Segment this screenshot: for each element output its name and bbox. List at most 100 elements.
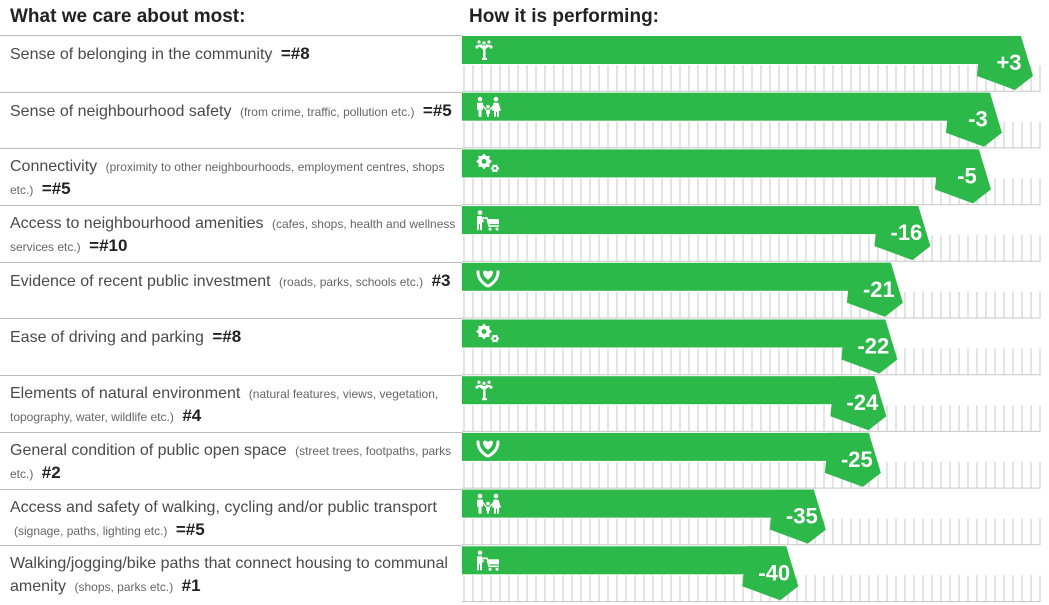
priority-rank: =#5 (175, 519, 205, 539)
priority-rank: =#8 (280, 44, 310, 63)
value-label: -16 (891, 220, 923, 245)
bar-group: -21 (462, 262, 903, 317)
heart-hands-icon (476, 440, 500, 458)
value-tag (824, 432, 881, 487)
value-tag (977, 36, 1033, 90)
priority-row: Elements of natural environment (natural… (0, 375, 462, 432)
value-label: -24 (846, 390, 879, 415)
gears-icon (476, 153, 500, 173)
bar (462, 546, 787, 575)
value-tag (769, 489, 826, 544)
priority-label: Sense of belonging in the community (10, 46, 273, 63)
priority-row-text: Sense of neighbourhood safety (from crim… (10, 100, 456, 123)
family-icon (477, 96, 501, 117)
priority-rank: =#10 (89, 236, 128, 256)
priority-row-text: Walking/jogging/bike paths that connect … (10, 553, 456, 598)
priority-note: (from crime, traffic, pollution etc.) (239, 104, 415, 119)
bar-group: -16 (462, 206, 931, 261)
value-label: -35 (786, 504, 818, 529)
bar (462, 36, 1021, 64)
bar (462, 319, 886, 348)
priority-row-text: Evidence of recent public investment (ro… (10, 270, 456, 293)
shopper-cart-icon (477, 550, 499, 571)
bar-group: -3 (462, 92, 1002, 147)
priority-row: Sense of belonging in the community =#8 (0, 35, 462, 92)
priority-row-text: General condition of public open space (… (10, 440, 456, 485)
heart-hands-icon (476, 270, 500, 288)
priority-rank: =#8 (212, 327, 242, 347)
priority-note: (proximity to other neighbourhoods, empl… (10, 160, 445, 198)
bar (462, 489, 814, 518)
value-label: -25 (841, 447, 873, 472)
priority-label: Walking/jogging/bike paths that connect … (10, 555, 448, 596)
chart-grid (462, 65, 1041, 602)
priority-note: (natural features, views, vegetation, to… (10, 387, 439, 425)
priority-list: Sense of belonging in the community =#8 S… (0, 35, 462, 602)
left-header: What we care about most: (10, 6, 246, 27)
priority-note: (shops, parks etc.) (74, 580, 174, 595)
priority-rank: #3 (431, 270, 451, 290)
priority-row-text: Elements of natural environment (natural… (10, 383, 456, 428)
priority-note: (signage, paths, lighting etc.) (14, 523, 168, 538)
bar-group: -22 (462, 319, 898, 374)
priority-row-text: Access to neighbourhood amenities (cafes… (10, 213, 456, 258)
bar (462, 376, 875, 405)
bar (462, 206, 919, 235)
tree-icon (475, 380, 493, 401)
priority-note: (street trees, footpaths, parks etc.) (10, 443, 452, 481)
bar (462, 262, 891, 291)
priority-label: Sense of neighbourhood safety (10, 102, 232, 120)
priority-rank: =#5 (422, 100, 452, 120)
priority-row-text: Connectivity (proximity to other neighbo… (10, 156, 456, 201)
bar-group: -40 (462, 546, 799, 601)
priority-label: Ease of driving and parking (10, 329, 204, 347)
priority-row-text: Sense of belonging in the community =#8 (10, 43, 456, 66)
priority-note: (roads, parks, schools etc.) (279, 274, 424, 289)
value-tag (945, 92, 1002, 147)
right-header: How it is performing: (469, 6, 659, 27)
value-label: -40 (758, 560, 790, 585)
priority-rank: #1 (181, 576, 201, 596)
shopper-cart-icon (477, 210, 499, 231)
value-tag (830, 376, 887, 431)
value-label: -21 (863, 277, 895, 302)
priority-rank: #4 (182, 406, 202, 426)
priority-note: (cafes, shops, health and wellness servi… (10, 217, 456, 255)
tree-icon (475, 40, 493, 60)
value-label: -3 (968, 107, 988, 132)
bar-group: -25 (462, 432, 881, 487)
priority-rank: #2 (41, 462, 61, 482)
family-icon (477, 493, 501, 514)
priority-rank: =#5 (41, 179, 71, 199)
bar-group: -5 (462, 149, 991, 204)
value-tag (742, 546, 799, 601)
bar (462, 149, 979, 178)
priority-row: Evidence of recent public investment (ro… (0, 261, 462, 319)
gears-icon (476, 323, 500, 343)
bar (462, 92, 990, 121)
bar-group: +3 (462, 36, 1033, 90)
priority-row: Connectivity (proximity to other neighbo… (0, 148, 462, 205)
priority-row: Access to neighbourhood amenities (cafes… (0, 205, 462, 262)
priority-label: Elements of natural environment (10, 385, 241, 403)
priority-row: Access and safety of walking, cycling an… (0, 488, 462, 546)
value-tag (841, 319, 898, 374)
value-label: -5 (957, 163, 977, 188)
priority-row: Sense of neighbourhood safety (from crim… (0, 91, 462, 149)
priority-label: General condition of public open space (10, 441, 287, 459)
value-label: +3 (996, 50, 1021, 75)
bar-group: -24 (462, 376, 887, 431)
priority-label: Access and safety of walking, cycling an… (10, 498, 437, 516)
value-tag (846, 262, 903, 317)
priority-row-text: Ease of driving and parking =#8 (10, 326, 456, 349)
priority-label: Evidence of recent public investment (10, 272, 271, 290)
priority-row: Ease of driving and parking =#8 (0, 318, 462, 375)
priority-label: Connectivity (10, 158, 98, 176)
priority-row-text: Access and safety of walking, cycling an… (10, 497, 456, 542)
value-label: -22 (857, 334, 889, 359)
bar-group: -35 (462, 489, 826, 544)
value-tag (874, 206, 931, 261)
priority-row: General condition of public open space (… (0, 431, 462, 489)
